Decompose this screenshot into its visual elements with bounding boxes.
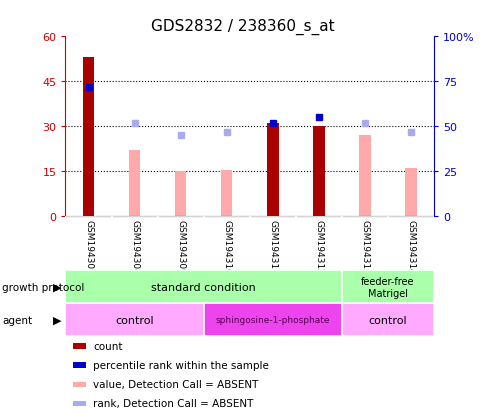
Text: GSM194310: GSM194310 — [222, 220, 231, 274]
Bar — [405, 169, 416, 217]
Text: GSM194309: GSM194309 — [176, 220, 185, 274]
Text: GSM194313: GSM194313 — [360, 220, 369, 274]
Bar — [65, 304, 203, 337]
Bar — [73, 363, 86, 368]
Text: feeder-free
Matrigel: feeder-free Matrigel — [361, 276, 414, 298]
Bar — [359, 136, 370, 217]
Text: value, Detection Call = ABSENT: value, Detection Call = ABSENT — [93, 380, 258, 389]
Bar — [313, 127, 324, 217]
Bar — [221, 171, 232, 217]
Text: GDS2832 / 238360_s_at: GDS2832 / 238360_s_at — [151, 19, 333, 35]
Text: GSM194314: GSM194314 — [406, 220, 415, 274]
Text: rank, Detection Call = ABSENT: rank, Detection Call = ABSENT — [93, 399, 253, 408]
Bar — [203, 304, 341, 337]
Text: control: control — [368, 315, 407, 325]
Text: percentile rank within the sample: percentile rank within the sample — [93, 360, 269, 370]
Text: agent: agent — [2, 315, 32, 325]
Bar — [341, 304, 433, 337]
Bar — [341, 271, 433, 304]
Bar — [267, 124, 278, 217]
Bar — [73, 344, 86, 349]
Bar — [65, 271, 341, 304]
Text: GSM194308: GSM194308 — [130, 220, 139, 274]
Text: growth protocol: growth protocol — [2, 282, 85, 292]
Text: control: control — [115, 315, 153, 325]
Text: sphingosine-1-phosphate: sphingosine-1-phosphate — [215, 316, 330, 325]
Text: GSM194312: GSM194312 — [314, 220, 323, 274]
Text: GSM194311: GSM194311 — [268, 220, 277, 274]
Bar — [175, 172, 186, 217]
Text: ▶: ▶ — [52, 315, 61, 325]
Text: GSM194307: GSM194307 — [84, 220, 93, 274]
Text: ▶: ▶ — [52, 282, 61, 292]
Bar — [73, 382, 86, 387]
Text: standard condition: standard condition — [151, 282, 256, 292]
Bar — [129, 151, 140, 217]
Bar — [83, 58, 94, 217]
Text: count: count — [93, 341, 122, 351]
Bar — [73, 401, 86, 406]
